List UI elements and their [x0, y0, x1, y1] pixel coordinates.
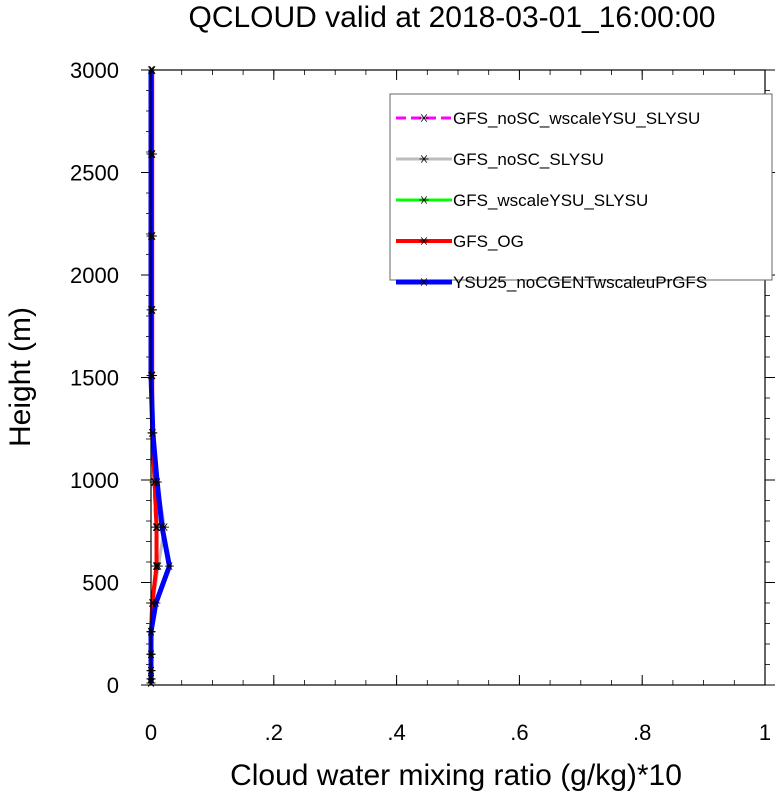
y-tick-label: 3000 [70, 58, 119, 83]
x-tick-label: .8 [633, 720, 651, 745]
x-tick-label: .4 [387, 720, 405, 745]
y-tick-label: 2000 [70, 263, 119, 288]
x-tick-label: .6 [510, 720, 528, 745]
y-tick-label: 1000 [70, 468, 119, 493]
legend-marker [419, 196, 429, 204]
legend-item: GFS_noSC_SLYSU [396, 150, 604, 169]
legend-marker [419, 114, 429, 122]
legend: GFS_noSC_wscaleYSU_SLYSU GFS_noSC_SLYSU GF… [389, 93, 773, 292]
legend-item: GFS_noSC_wscaleYSU_SLYSU [396, 109, 700, 128]
data-point-marker [157, 523, 167, 531]
legend-item: YSU25_noCGENTwscaleuPrGFS [396, 273, 707, 292]
data-point-marker [164, 562, 174, 570]
y-tick-label: 1500 [70, 366, 119, 391]
legend-label: YSU25_noCGENTwscaleuPrGFS [453, 273, 707, 292]
plot-frame [150, 69, 766, 686]
legend-box [389, 93, 773, 281]
legend-marker [419, 237, 429, 245]
legend-marker [419, 155, 429, 163]
data-point-marker [152, 562, 162, 570]
y-tick-label: 0 [107, 673, 119, 698]
y-tick-label: 500 [82, 571, 119, 596]
x-axis-label: Cloud water mixing ratio (g/kg)*10 [230, 759, 682, 792]
x-tick-label: .2 [265, 720, 283, 745]
y-axis-label: Height (m) [4, 307, 37, 447]
chart-title: QCLOUD valid at 2018-03-01_16:00:00 [189, 1, 716, 34]
legend-label: GFS_noSC_wscaleYSU_SLYSU [453, 109, 700, 128]
y-tick-label: 2500 [70, 161, 119, 186]
legend-label: GFS_OG [453, 232, 524, 251]
data-point-marker [151, 599, 161, 607]
legend-label: GFS_wscaleYSU_SLYSU [453, 191, 648, 210]
legend-item: GFS_OG [396, 232, 524, 251]
legend-label: GFS_noSC_SLYSU [453, 150, 604, 169]
data-point-marker [152, 478, 162, 486]
legend-item: GFS_wscaleYSU_SLYSU [396, 191, 648, 210]
x-tick-label: 0 [145, 720, 157, 745]
x-tick-label: 1 [759, 720, 771, 745]
legend-marker [419, 278, 429, 286]
